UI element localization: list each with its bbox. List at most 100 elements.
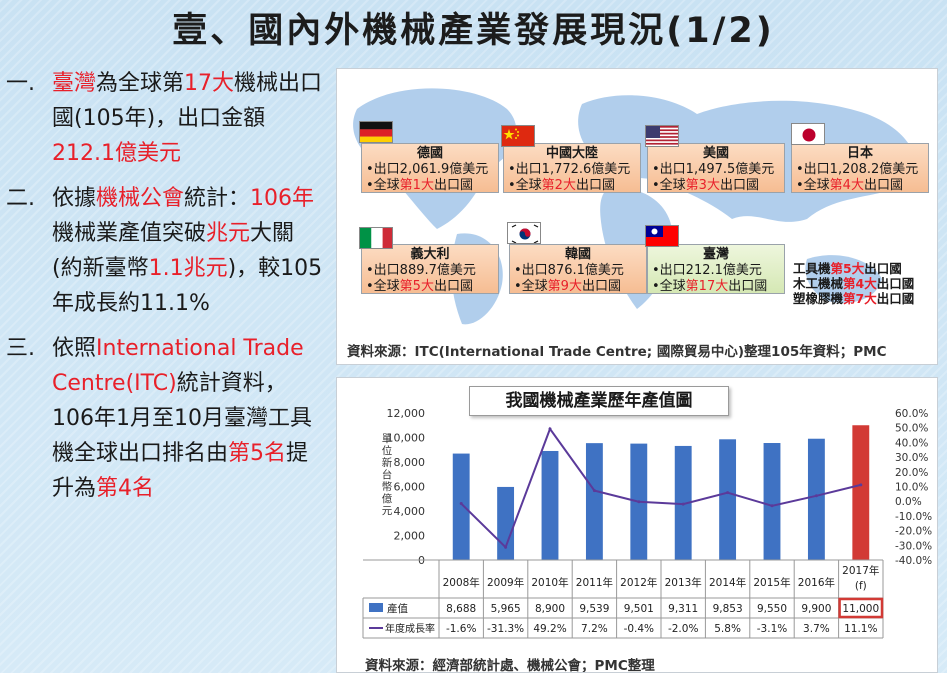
rank-prefix: •全球 bbox=[366, 279, 400, 294]
y-axis-label-char: 位 bbox=[382, 444, 393, 457]
summary-list: 一. 臺灣為全球第17大機械出口國(105年)，出口金額 212.1億美元 二. 依據機… bbox=[6, 66, 324, 516]
y-axis-label-char: 新 bbox=[382, 456, 393, 469]
category-label: 2009年 bbox=[487, 576, 524, 589]
rank-value: 第3大 bbox=[685, 178, 720, 193]
rank-value: 第17大 bbox=[685, 279, 729, 294]
y-axis-label-char: 幣 bbox=[382, 481, 393, 493]
output-value: 9,900 bbox=[801, 603, 831, 615]
summary-item: 三. 依照International Trade Centre(ITC)統計資料，… bbox=[6, 331, 324, 506]
export-value: •出口1,772.6億美元 bbox=[508, 162, 631, 177]
growth-rate-point bbox=[726, 491, 730, 495]
chart-bar bbox=[763, 443, 781, 560]
japan-flag-icon bbox=[791, 123, 825, 145]
growth-rate-point bbox=[637, 500, 641, 504]
y2-tick-label: 40.0% bbox=[895, 437, 928, 449]
growth-rate-value: -2.0% bbox=[668, 623, 698, 635]
country-name: 日本 bbox=[846, 146, 873, 161]
growth-rate-point bbox=[859, 483, 863, 487]
china-flag-icon bbox=[501, 125, 535, 147]
y-tick-label: 6,000 bbox=[394, 481, 426, 494]
chart-bar bbox=[852, 425, 870, 560]
industry-name: 塑橡膠機 bbox=[793, 291, 844, 306]
chart-bar bbox=[585, 443, 603, 560]
country-name: 德國 bbox=[416, 146, 443, 161]
y-axis-label-char: 台 bbox=[382, 468, 393, 481]
highlight-box bbox=[838, 597, 884, 619]
y2-tick-label: -40.0% bbox=[895, 555, 932, 567]
growth-rate-point bbox=[548, 427, 552, 431]
page-title: 壹、國內外機械產業發展現況(1/2) bbox=[172, 11, 775, 51]
industry-rank: 第4大 bbox=[843, 276, 877, 291]
taiwan-flag-icon bbox=[645, 225, 679, 247]
industry-rank-suffix: 出口國 bbox=[864, 261, 902, 276]
summary-item-number: 三. bbox=[6, 336, 35, 361]
country-name: 臺灣 bbox=[702, 247, 729, 262]
industry-rank-suffix: 出口國 bbox=[876, 276, 915, 291]
export-ranking-panel: 德國 •出口2,061.9億美元 •全球第1大出口國 中國大陸 •出口1,772.6億美… bbox=[336, 68, 938, 365]
country-name: 韓國 bbox=[564, 247, 591, 262]
growth-rate-point bbox=[504, 545, 508, 549]
chart-bar bbox=[497, 486, 515, 560]
growth-rate-value: -31.3% bbox=[487, 623, 524, 635]
growth-rate-point bbox=[459, 502, 463, 506]
taiwan-industry-notes: 工具機第5大出口國 木工機械第4大出口國 塑橡膠機第7大出口國 bbox=[793, 261, 914, 306]
usa-flag-icon bbox=[645, 125, 679, 147]
summary-item-text: 依據機械公會統計：106年機械業產值突破兆元大關(約新臺幣1.1兆元)，較105… bbox=[52, 181, 324, 321]
rank-value: 第9大 bbox=[547, 279, 582, 294]
y-tick-label: 4,000 bbox=[394, 505, 426, 518]
y-tick-label: 12,000 bbox=[387, 407, 426, 420]
y-tick-label: 10,000 bbox=[387, 432, 426, 445]
summary-item-text: 依照International Trade Centre(ITC)統計資料，10… bbox=[52, 331, 324, 506]
export-value: •出口889.7億美元 bbox=[366, 263, 476, 278]
category-label: 2015年 bbox=[753, 576, 790, 589]
body-text: 統計資料，106年1月至10月臺灣工具機全球出口排名由 bbox=[52, 371, 312, 466]
y-axis-label-char: 單 bbox=[382, 433, 393, 445]
industry-rank-suffix: 出口國 bbox=[876, 291, 915, 306]
body-text: )，較105年成長約11.1% bbox=[52, 256, 323, 316]
highlight-text: 1.1兆元 bbox=[148, 256, 228, 281]
export-value: •出口1,208.2億美元 bbox=[796, 162, 919, 177]
body-text: 機械出口國(105年)，出口金額 bbox=[52, 71, 323, 131]
korea-flag-icon bbox=[507, 222, 541, 244]
chart-bar bbox=[541, 450, 559, 560]
rank-suffix: 出口國 bbox=[433, 279, 473, 294]
y2-tick-label: 20.0% bbox=[895, 467, 928, 479]
rank-prefix: •全球 bbox=[652, 178, 686, 193]
category-label: 2014年 bbox=[709, 576, 746, 589]
rank-prefix: •全球 bbox=[366, 178, 400, 193]
growth-rate-value: 3.7% bbox=[803, 623, 830, 635]
output-value: 8,688 bbox=[446, 603, 476, 615]
industry-rank-line: 木工機械第4大出口國 bbox=[793, 276, 914, 291]
rank-suffix: 出口國 bbox=[728, 279, 768, 294]
export-rank: •全球第9大出口國 bbox=[514, 279, 642, 295]
output-value: 8,900 bbox=[535, 603, 565, 615]
y-axis-label-char: 元 bbox=[382, 505, 393, 517]
category-label: 2011年 bbox=[576, 576, 613, 589]
rank-suffix: 出口國 bbox=[581, 279, 621, 294]
y-tick-label: 2,000 bbox=[394, 530, 426, 543]
y2-tick-label: 10.0% bbox=[895, 482, 928, 494]
country-card: 臺灣 •出口212.1億美元 •全球第17大出口國 bbox=[647, 244, 785, 294]
rank-prefix: •全球 bbox=[508, 178, 542, 193]
chart-bar bbox=[452, 453, 470, 560]
highlight-text: 212.1億美元 bbox=[52, 141, 181, 166]
summary-item-number: 二. bbox=[6, 186, 35, 211]
export-value: •出口876.1億美元 bbox=[514, 263, 624, 278]
growth-rate-value: 7.2% bbox=[581, 623, 608, 635]
germany-flag-icon bbox=[359, 121, 393, 143]
rank-value: 第2大 bbox=[541, 178, 576, 193]
rank-prefix: •全球 bbox=[652, 279, 686, 294]
source-note-top: 資料來源：ITC(International Trade Centre; 國際貿… bbox=[347, 344, 887, 360]
output-value: 5,965 bbox=[491, 603, 521, 615]
y2-tick-label: 50.0% bbox=[895, 423, 928, 435]
legend-bar-label: 產值 bbox=[387, 602, 408, 615]
growth-rate-point bbox=[592, 489, 596, 493]
industry-rank: 第7大 bbox=[843, 291, 877, 306]
output-value: 11,000 bbox=[842, 603, 879, 615]
output-value: 9,550 bbox=[757, 603, 787, 615]
category-label: 2013年 bbox=[665, 576, 702, 589]
y-axis-label-char: 億 bbox=[382, 492, 393, 505]
legend-line-label: 年度成長率 bbox=[385, 622, 435, 635]
chart-bar bbox=[807, 438, 825, 560]
y2-tick-label: 60.0% bbox=[895, 408, 928, 420]
